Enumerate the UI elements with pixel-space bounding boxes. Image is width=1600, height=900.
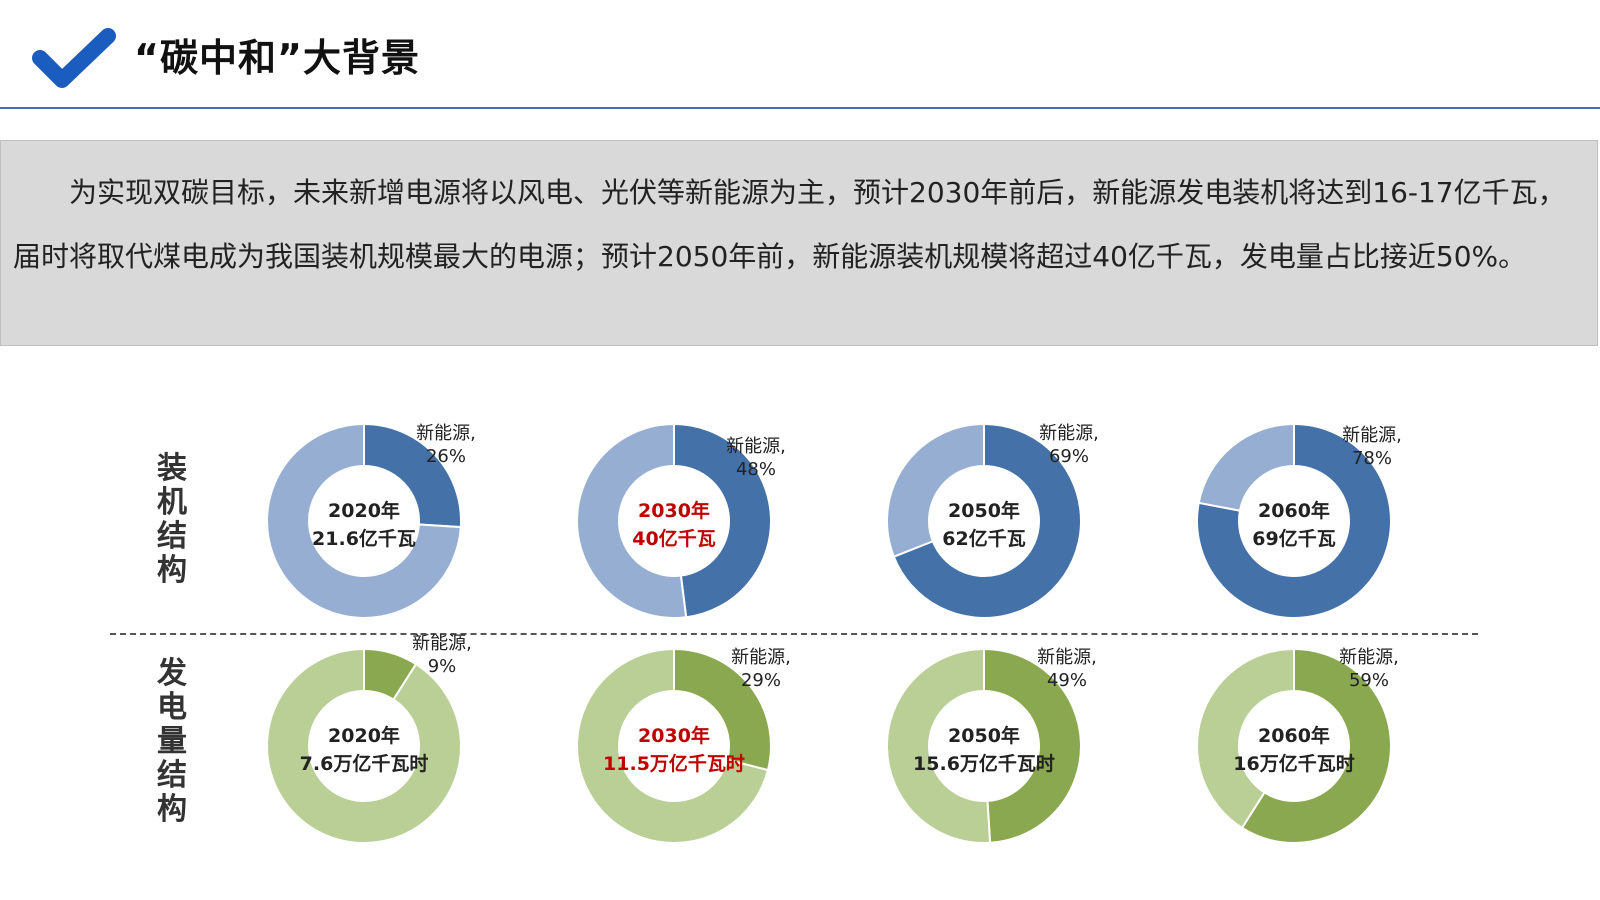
donut-center-total: 11.5万亿千瓦时 [603, 752, 745, 775]
page-title: “碳中和”大背景 [134, 36, 420, 80]
donut-center-total: 62亿千瓦 [942, 527, 1025, 550]
slice-label-percent: 9% [428, 656, 457, 677]
donut-slice-other [1197, 422, 1295, 512]
slice-label-name: 新能源, [416, 423, 476, 444]
donut-slice-new-energy [1196, 422, 1392, 619]
slice-label-name: 新能源, [1342, 425, 1402, 446]
donut-center-year: 2020年 [328, 724, 400, 747]
donut-chart: 2050年 62亿千瓦 新能源,69% [886, 422, 1099, 619]
donut-chart: 2030年 11.5万亿千瓦时 新能源,29% [576, 647, 791, 844]
slice-label-percent: 29% [741, 670, 781, 691]
donut-slice-new-energy [673, 647, 772, 772]
capacity-row-label: 装 机 结 构 [157, 451, 187, 588]
donut-center-total: 40亿千瓦 [632, 527, 715, 550]
donut-slice-other [886, 647, 992, 844]
generation-row-label: 发 电 量 结 构 [157, 656, 187, 827]
donut-slice-new-energy [892, 422, 1082, 619]
donut-center-year: 2050年 [948, 499, 1020, 522]
donut-chart: 2060年 16万亿千瓦时 新能源,59% [1196, 647, 1399, 844]
section-divider [110, 633, 1478, 635]
donut-center-total: 69亿千瓦 [1252, 527, 1335, 550]
header-divider [0, 107, 1600, 109]
donut-center-total: 21.6亿千瓦 [312, 527, 416, 550]
slice-label-percent: 26% [426, 446, 466, 467]
slice-label-name: 新能源, [1037, 647, 1097, 668]
donut-slice-other [266, 422, 462, 619]
slice-label-name: 新能源, [726, 436, 786, 457]
intro-box: 为实现双碳目标，未来新增电源将以风电、光伏等新能源为主，预计2030年前后，新能… [0, 140, 1598, 346]
intro-text: 为实现双碳目标，未来新增电源将以风电、光伏等新能源为主，预计2030年前后，新能… [13, 176, 1566, 273]
slice-label-percent: 48% [736, 459, 776, 480]
donut-center-year: 2050年 [948, 724, 1020, 747]
donut-center-year: 2030年 [638, 499, 710, 522]
slice-label-percent: 78% [1352, 448, 1392, 469]
slice-label-percent: 69% [1049, 446, 1089, 467]
donut-center-total: 15.6万亿千瓦时 [913, 752, 1055, 775]
slice-label-percent: 59% [1349, 670, 1389, 691]
donut-center-year: 2030年 [638, 724, 710, 747]
donut-slice-other [576, 422, 688, 619]
header: “碳中和”大背景 [0, 0, 1600, 110]
slice-label-name: 新能源, [1039, 423, 1099, 444]
donut-center-year: 2060年 [1258, 499, 1330, 522]
donut-slice-new-energy [983, 647, 1083, 844]
donut-center-total: 16万亿千瓦时 [1233, 752, 1354, 775]
donut-chart: 2020年 7.6万亿千瓦时 新能源,9% [266, 633, 472, 844]
checkmark-icon [32, 28, 116, 88]
donut-center-year: 2020年 [328, 499, 400, 522]
donut-chart: 2050年 15.6万亿千瓦时 新能源,49% [886, 647, 1097, 844]
slice-label-name: 新能源, [731, 647, 791, 668]
donut-slice-new-energy [1240, 647, 1392, 844]
donut-chart: 2030年 40亿千瓦 新能源,48% [576, 422, 786, 619]
donut-slice-other [266, 647, 462, 844]
donut-center-total: 7.6万亿千瓦时 [300, 752, 429, 775]
donut-slice-other [1196, 647, 1295, 830]
donut-center-year: 2060年 [1258, 724, 1330, 747]
donut-chart: 2020年 21.6亿千瓦 新能源,26% [266, 422, 476, 619]
slice-label-name: 新能源, [412, 633, 472, 654]
slice-label-percent: 49% [1047, 670, 1087, 691]
donut-slice-other [886, 422, 985, 559]
donut-slice-new-energy [673, 422, 772, 619]
slice-label-name: 新能源, [1339, 647, 1399, 668]
donut-chart: 2060年 69亿千瓦 新能源,78% [1196, 422, 1402, 619]
donut-slice-new-energy [363, 422, 462, 529]
donut-slice-other [576, 647, 770, 844]
